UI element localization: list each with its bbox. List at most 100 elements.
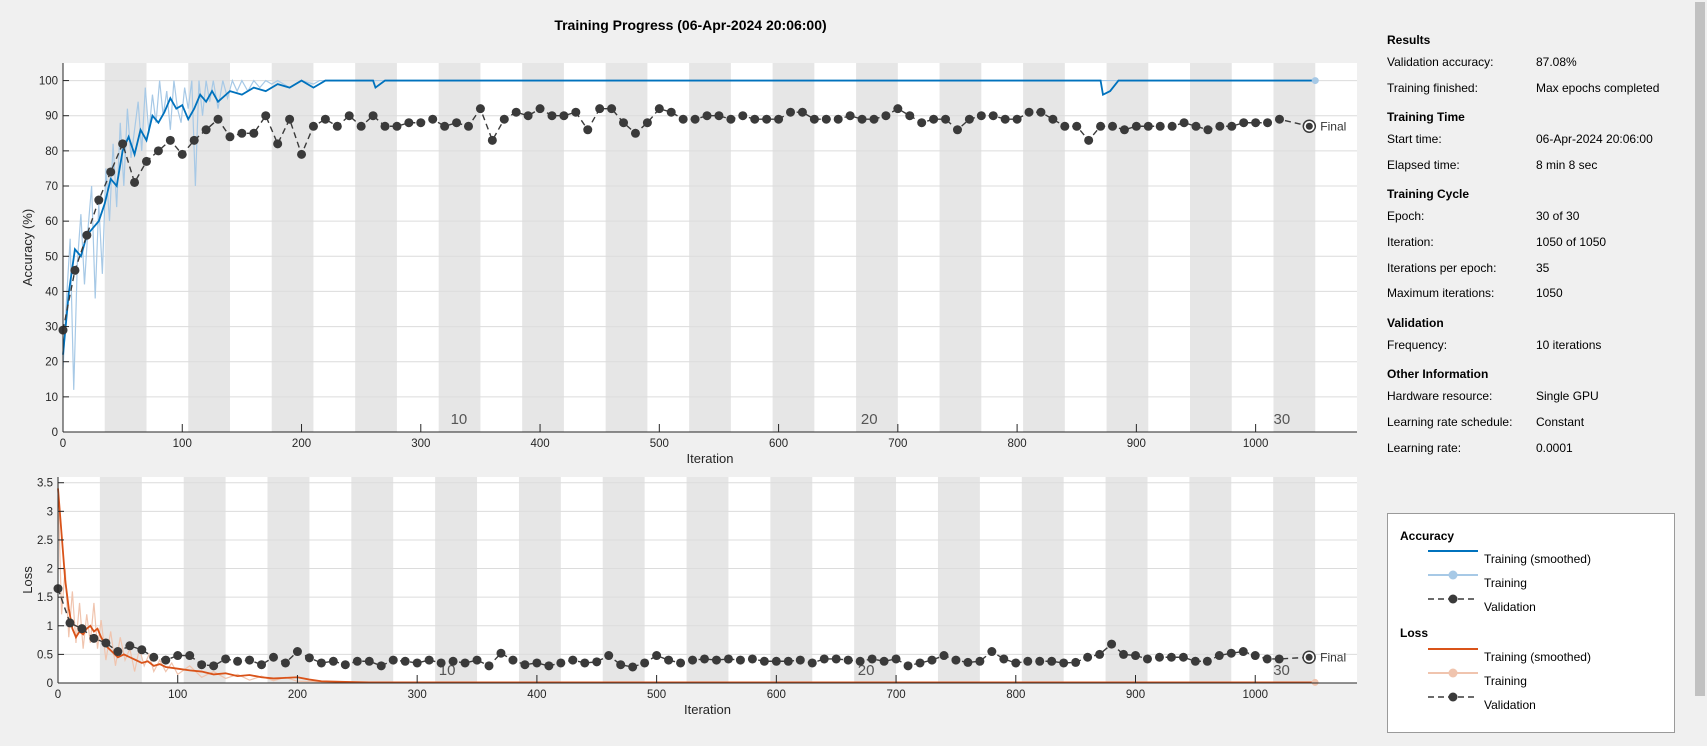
loss-validation-point (137, 645, 147, 655)
loss-validation-point (1023, 656, 1033, 666)
accuracy-validation-point (559, 111, 569, 121)
loss-validation-point (891, 654, 901, 664)
loss-validation-point (292, 647, 302, 657)
accuracy-epoch-band (689, 63, 731, 432)
accuracy-x-tick-label: 600 (769, 438, 788, 450)
loss-validation-point (1214, 651, 1224, 661)
loss-validation-point (735, 655, 745, 665)
accuracy-validation-point (297, 149, 307, 159)
accuracy-validation-point (356, 121, 366, 131)
loss-validation-point (209, 661, 219, 671)
accuracy-validation-point (523, 111, 533, 121)
accuracy-validation-point (1227, 121, 1237, 131)
accuracy-x-tick-label: 300 (411, 438, 430, 450)
loss-final-label: Final (1320, 650, 1346, 664)
accuracy-y-axis-label: Accuracy (%) (20, 209, 35, 286)
accuracy-x-tick-label: 100 (173, 438, 192, 450)
accuracy-validation-point (1024, 107, 1034, 117)
accuracy-validation-point (952, 125, 962, 135)
loss-validation-point (508, 655, 518, 665)
accuracy-validation-point (786, 107, 796, 117)
loss-validation-point (1107, 639, 1117, 649)
accuracy-validation-point (750, 114, 760, 124)
legend-acc-smoothed-swatch (1428, 550, 1478, 552)
loss-x-tick-label: 800 (1006, 689, 1025, 701)
accuracy-validation-point (583, 125, 593, 135)
accuracy-validation-point (774, 114, 784, 124)
accuracy-epoch-label: 20 (861, 411, 878, 428)
loss-validation-point (819, 654, 829, 664)
info-value: 06-Apr-2024 20:06:00 (1536, 132, 1653, 147)
loss-x-tick-label: 200 (288, 689, 307, 701)
loss-validation-point (1202, 656, 1212, 666)
accuracy-validation-line (62, 107, 1310, 331)
accuracy-validation-point (165, 135, 175, 145)
scrollbar-thumb[interactable] (1695, 2, 1705, 696)
accuracy-validation-point (905, 111, 915, 121)
info-panel: Results Validation accuracy: 87.08% Trainin… (1387, 24, 1687, 461)
loss-y-tick-label: 0.5 (37, 649, 53, 661)
info-row: Epoch: 30 of 30 (1387, 204, 1687, 230)
accuracy-validation-point (941, 114, 951, 124)
loss-validation-point (783, 656, 793, 666)
loss-validation-point (807, 658, 817, 668)
loss-validation-point (927, 655, 937, 665)
accuracy-validation-point (141, 156, 151, 166)
info-row: Iteration: 1050 of 1050 (1387, 230, 1687, 256)
info-value: 8 min 8 sec (1536, 157, 1598, 172)
accuracy-validation-point (797, 107, 807, 117)
loss-validation-point (556, 658, 566, 668)
accuracy-validation-point (702, 111, 712, 121)
loss-validation-point (197, 660, 207, 670)
loss-validation-point (711, 655, 721, 665)
info-row: Maximum iterations: 1050 (1387, 281, 1687, 307)
accuracy-validation-point (332, 121, 342, 131)
loss-validation-point (1131, 651, 1141, 661)
loss-x-tick-label: 400 (527, 689, 546, 701)
accuracy-y-tick-label: 0 (52, 427, 58, 439)
vertical-scrollbar[interactable] (1692, 0, 1707, 746)
accuracy-validation-point (1191, 121, 1201, 131)
accuracy-validation-point (666, 107, 676, 117)
loss-validation-point (89, 633, 99, 643)
accuracy-epoch-band (188, 63, 230, 432)
loss-validation-point (412, 658, 422, 668)
loss-validation-point (304, 653, 314, 663)
accuracy-validation-point (1096, 121, 1106, 131)
accuracy-validation-point (714, 111, 724, 121)
accuracy-validation-point (821, 114, 831, 124)
accuracy-validation-point (499, 114, 509, 124)
loss-validation-point (340, 660, 350, 670)
accuracy-validation-point (547, 111, 557, 121)
accuracy-validation-point (917, 118, 927, 128)
accuracy-validation-point (487, 135, 497, 145)
accuracy-validation-point (249, 128, 259, 138)
info-section-header: Results (1387, 33, 1431, 47)
accuracy-validation-point (1012, 114, 1022, 124)
loss-validation-point (125, 641, 135, 651)
accuracy-x-tick-label: 900 (1127, 438, 1146, 450)
loss-validation-point (831, 654, 841, 664)
loss-epoch-band (854, 477, 897, 683)
accuracy-validation-point (1155, 121, 1165, 131)
accuracy-y-tick-label: 10 (45, 392, 58, 404)
loss-validation-point (951, 655, 961, 665)
loss-validation-point (185, 651, 195, 661)
accuracy-validation-point (738, 111, 748, 121)
loss-epoch-label: 30 (1273, 662, 1290, 679)
accuracy-validation-point (869, 114, 879, 124)
loss-validation-point (1059, 658, 1069, 668)
loss-validation-point (233, 656, 243, 666)
info-value: 30 of 30 (1536, 209, 1580, 224)
loss-validation-point (664, 655, 674, 665)
accuracy-validation-point (642, 118, 652, 128)
info-key: Epoch: (1387, 209, 1425, 224)
accuracy-validation-point (630, 128, 640, 138)
legend-loss-validation-swatch (1428, 692, 1478, 702)
legend-acc-validation-label: Validation (1484, 600, 1536, 614)
accuracy-validation-point (619, 118, 629, 128)
loss-validation-point (1262, 654, 1272, 664)
info-row: Frequency: 10 iterations (1387, 333, 1687, 359)
accuracy-validation-point (392, 121, 402, 131)
accuracy-validation-point (690, 114, 700, 124)
